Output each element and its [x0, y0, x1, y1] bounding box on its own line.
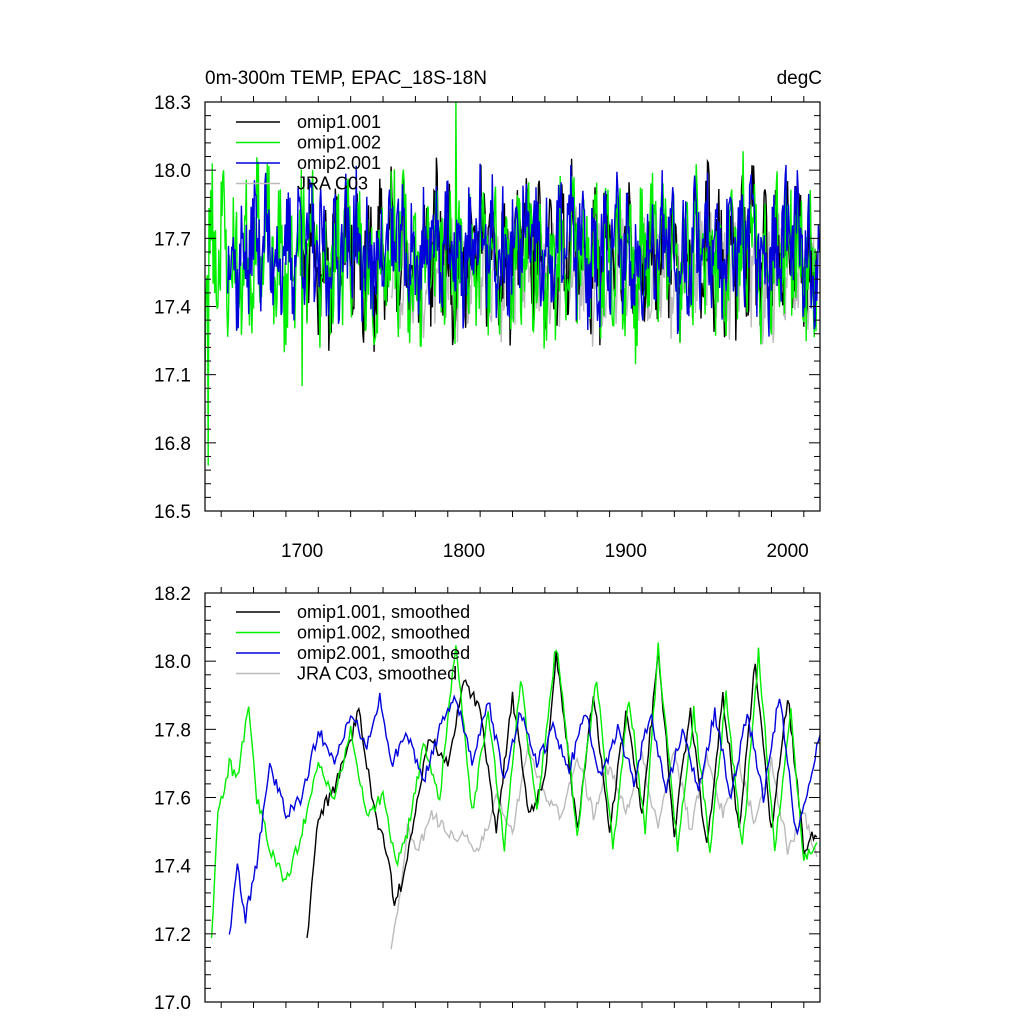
bottom-panel: 17.0 17.2 17.4 17.6 17.8 18.0 18.2 omip1.001, …	[154, 584, 821, 1014]
y-tick-label: 18.3	[154, 93, 191, 114]
legend-label-omip1-001-smoothed: omip1.001, smoothed	[297, 602, 470, 622]
legend-label-jra-c03-smoothed: JRA C03, smoothed	[297, 664, 457, 684]
series-line-omip2-001-smoothed	[228, 692, 820, 935]
y-tick-label: 17.6	[154, 789, 191, 810]
top-panel: 0m-300m TEMP, EPAC_18S-18N degC 16.5 16.8…	[154, 68, 822, 562]
y-tick-label: 17.2	[154, 925, 191, 946]
x-tick-label: 1800	[443, 541, 485, 562]
legend-label-jra-c03: JRA C03	[297, 174, 368, 194]
top-panel-axes: 16.5 16.8 17.1 17.4 17.7 18.0 18.3 1700 1800 1900…	[154, 93, 821, 562]
y-tick-label: 17.7	[154, 229, 191, 250]
y-tick-label: 16.5	[154, 502, 191, 523]
legend-label-omip1-002: omip1.002	[297, 133, 381, 153]
series-line-omip1-002	[205, 102, 818, 466]
y-tick-label: 16.8	[154, 434, 191, 455]
series-line-omip1-001-smoothed	[306, 648, 818, 938]
legend-label-omip1-002-smoothed: omip1.002, smoothed	[297, 623, 470, 643]
legend-label-omip1-001: omip1.001	[297, 112, 381, 132]
x-tick-label: 2000	[766, 541, 808, 562]
top-panel-units: degC	[777, 68, 822, 89]
top-panel-title: 0m-300m TEMP, EPAC_18S-18N	[205, 68, 487, 89]
series-line-jra-c03-smoothed	[390, 743, 818, 950]
legend-label-omip2-001: omip2.001	[297, 153, 381, 173]
y-tick-label: 17.0	[154, 993, 191, 1014]
y-tick-label: 18.0	[154, 652, 191, 673]
y-tick-label: 18.0	[154, 161, 191, 182]
y-tick-label: 17.1	[154, 366, 191, 387]
y-tick-label: 17.4	[154, 298, 191, 319]
x-tick-label: 1700	[281, 541, 323, 562]
y-tick-label: 17.8	[154, 720, 191, 741]
x-tick-label: 1900	[605, 541, 647, 562]
y-tick-label: 17.4	[154, 857, 191, 878]
legend-label-omip2-001-smoothed: omip2.001, smoothed	[297, 643, 470, 663]
bottom-panel-axes: 17.0 17.2 17.4 17.6 17.8 18.0 18.2	[154, 584, 821, 1014]
series-line-omip1-002-smoothed	[210, 642, 818, 938]
y-tick-label: 18.2	[154, 584, 191, 605]
series-line-omip2-001	[227, 163, 820, 337]
